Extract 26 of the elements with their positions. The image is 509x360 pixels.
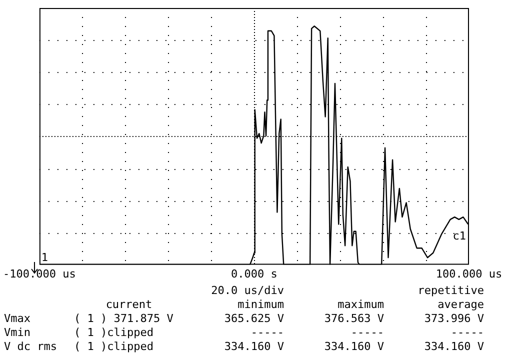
text: maximum — [336, 298, 384, 312]
annotation: 1 — [41, 251, 48, 264]
text: ----- — [450, 326, 484, 340]
text: ----- — [350, 326, 384, 340]
x-tick-label: -100.000 us — [2, 267, 76, 280]
text: ( 1 )clipped — [74, 340, 154, 354]
text: V dc rms — [4, 340, 58, 354]
text: 376.563 V — [323, 312, 384, 326]
text: 334.160 V — [223, 340, 284, 354]
text: Vmax — [4, 312, 32, 326]
x-tick-label: 0.000 s — [231, 267, 278, 280]
text: minimum — [236, 298, 284, 312]
text: 334.160 V — [323, 340, 384, 354]
annotation: c1 — [452, 230, 466, 243]
text: 373.996 V — [423, 312, 484, 326]
text: ----- — [250, 326, 284, 340]
text: 365.625 V — [223, 312, 284, 326]
x-tick-label: 100.000 us — [436, 267, 502, 280]
text: average — [436, 298, 484, 312]
text: 334.160 V — [423, 340, 484, 354]
text: ( 1 ) 371.875 V — [74, 312, 174, 326]
text: repetitive — [416, 284, 484, 298]
text: Vmin — [4, 326, 32, 340]
text: ( 1 )clipped — [74, 326, 154, 340]
text: 20.0 us/div — [210, 284, 284, 298]
text: current — [104, 298, 154, 312]
